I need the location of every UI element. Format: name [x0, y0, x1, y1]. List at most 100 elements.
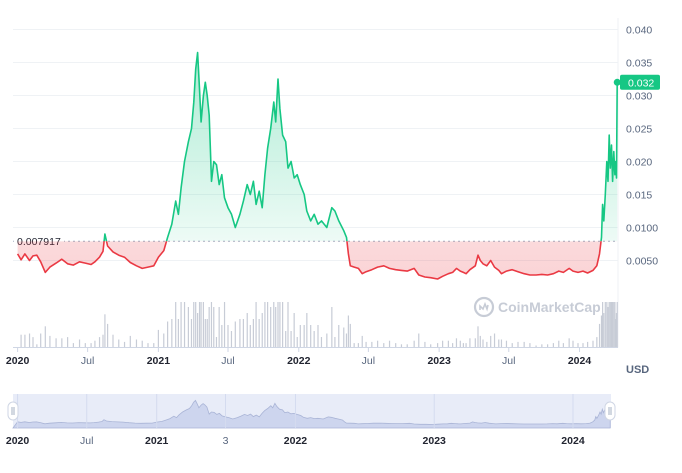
navigator-tick-label: 2023 — [423, 435, 447, 447]
x-axis: 2020 Jul 2021 Jul 2022 Jul 2023 Jul 2024 — [6, 347, 592, 367]
volume-bar — [442, 340, 444, 347]
volume-bar — [246, 313, 248, 347]
volume-bar — [193, 302, 195, 347]
volume-bar — [459, 340, 461, 347]
price-line-below[interactable] — [16, 53, 618, 280]
volume-bar — [258, 319, 260, 347]
volume-bar — [293, 313, 295, 347]
volume-bar — [447, 340, 449, 347]
volume-bar — [592, 340, 594, 347]
volume-bar — [202, 302, 204, 347]
navigator-tick-label: 2024 — [561, 435, 585, 447]
volume-bar — [180, 302, 182, 347]
x-tick-label: 2020 — [6, 355, 30, 367]
volume-bar — [153, 343, 155, 347]
volume-bar — [334, 337, 336, 347]
watermark-text: CoinMarketCap — [498, 299, 601, 315]
volume-bar — [147, 343, 149, 347]
volume-bar — [61, 338, 63, 347]
navigator-tick-label: Jul — [80, 435, 93, 447]
volume-bar — [261, 313, 263, 347]
volume-bar — [167, 321, 169, 347]
y-tick-label: 0.0050 — [626, 256, 658, 268]
volume-bar — [239, 319, 241, 347]
volume-bar — [603, 313, 605, 347]
volume-bar — [317, 325, 319, 347]
volume-bar — [612, 302, 614, 347]
volume-bar — [208, 307, 210, 347]
x-tick-label: 2023 — [427, 355, 451, 367]
volume-bar — [511, 343, 513, 347]
current-price-tag — [620, 74, 660, 90]
volume-bar — [279, 302, 281, 347]
volume-bar — [277, 302, 279, 347]
volume-bar — [614, 302, 616, 347]
volume-bar — [517, 341, 519, 347]
navigator-handle-left[interactable] — [7, 401, 19, 421]
volume-bar — [310, 325, 312, 347]
x-tick-label: Jul — [221, 355, 234, 367]
navigator-tick-label: 2022 — [284, 435, 308, 447]
volume-bar — [498, 339, 500, 347]
y-tick-label: 0.040 — [626, 25, 652, 37]
volume-bar — [195, 302, 197, 347]
volume-bar — [430, 344, 432, 347]
price-line-above[interactable] — [18, 51, 618, 279]
volume-bar — [474, 338, 476, 347]
volume-bar — [20, 334, 22, 347]
x-tick-label: 2021 — [147, 355, 171, 367]
volume-bar — [107, 323, 109, 347]
volume-bar — [547, 344, 549, 347]
volume-bar — [94, 340, 96, 347]
volume-bar — [535, 345, 537, 347]
volume-bar — [479, 335, 481, 347]
volume-bar — [129, 335, 131, 347]
volume-bar — [90, 343, 92, 347]
volume-bar — [343, 327, 345, 347]
x-tick-label: 2024 — [568, 355, 592, 367]
volume-bar — [267, 302, 269, 347]
volume-bar — [252, 319, 254, 347]
volume-bar — [242, 319, 244, 347]
currency-label: USD — [626, 364, 649, 376]
volume-bar — [615, 319, 617, 347]
volume-bar — [606, 302, 608, 347]
volume-bar — [338, 325, 340, 347]
volume-bar — [462, 343, 464, 347]
volume-bar — [213, 307, 215, 347]
volume-bar — [347, 315, 349, 347]
volume-bar — [529, 343, 531, 347]
volume-bar — [296, 337, 298, 347]
volume-bar — [600, 315, 603, 347]
volume-bar — [44, 326, 46, 347]
volume-bar — [609, 302, 611, 347]
volume-bar — [67, 337, 69, 347]
volume-bar — [198, 302, 201, 347]
volume-bar — [55, 338, 57, 347]
navigator-handle-right[interactable] — [604, 401, 616, 421]
volume-bar — [204, 319, 206, 347]
volume-bar — [234, 321, 236, 347]
volume-bar — [365, 341, 367, 347]
volume-bar — [345, 333, 348, 347]
volume-bar — [218, 307, 220, 347]
volume-bar — [406, 344, 408, 347]
volume-bar — [303, 325, 305, 347]
navigator-tick-label: 2020 — [6, 435, 30, 447]
volume-bar — [383, 343, 385, 347]
coinmarketcap-logo-icon — [473, 296, 495, 318]
range-navigator[interactable]: 2020 Jul 2021 3 2022 2023 2024 — [6, 394, 616, 447]
volume-bar — [221, 325, 223, 347]
navigator-grid — [17, 394, 574, 428]
volume-bar — [568, 338, 570, 347]
y-tick-label: 0.0100 — [626, 223, 658, 235]
volume-bar — [285, 331, 287, 347]
volume-bar — [349, 323, 351, 347]
x-tick-label: Jul — [362, 355, 375, 367]
volume-bar — [299, 325, 301, 347]
y-tick-label: 0.035 — [626, 58, 652, 70]
volume-bar — [123, 341, 126, 347]
volume-bar — [255, 302, 257, 347]
